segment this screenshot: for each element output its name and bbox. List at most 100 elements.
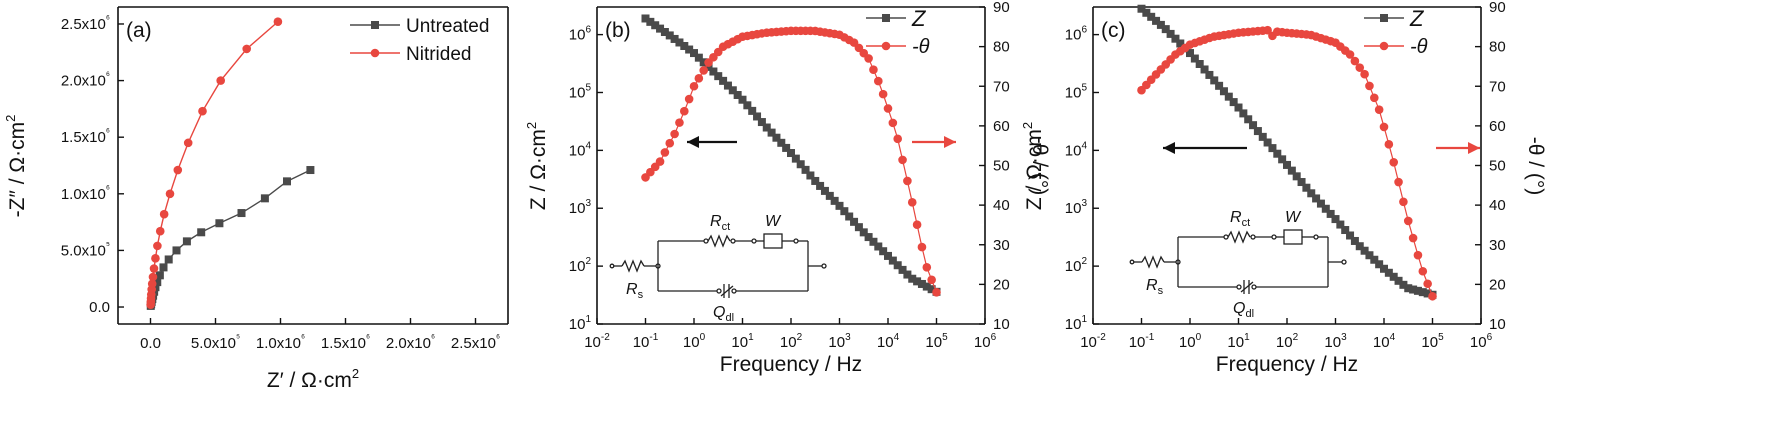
label-qdl: Qdl xyxy=(713,304,734,324)
data-point-theta xyxy=(898,155,907,165)
data-point-z xyxy=(1249,121,1258,130)
data-point-z xyxy=(888,256,897,265)
data-point-z xyxy=(1302,183,1311,192)
data-point-theta xyxy=(932,288,941,297)
data-point-theta xyxy=(1263,25,1272,35)
data-point-z xyxy=(1316,199,1325,208)
data-point-theta xyxy=(665,138,675,148)
legend-marker-theta xyxy=(881,41,891,51)
data-point-z xyxy=(917,279,926,288)
data-point-theta xyxy=(912,220,922,229)
data-point-z xyxy=(1205,70,1214,79)
data-point-z xyxy=(772,133,781,142)
cpe-arrow xyxy=(1240,281,1254,293)
x-tick-label: 104 xyxy=(877,332,900,351)
data-point-z xyxy=(1404,284,1413,293)
data-point-theta xyxy=(1360,69,1369,79)
data-point-z xyxy=(1258,132,1267,141)
data-point-z xyxy=(854,223,863,232)
data-point-theta xyxy=(1394,177,1403,187)
data-point-z xyxy=(646,17,655,26)
data-point-nitrided xyxy=(155,226,165,236)
resistor-rct-symbol xyxy=(1227,230,1251,244)
data-point-z xyxy=(1156,20,1165,29)
data-point-theta xyxy=(660,148,670,157)
data-point-theta xyxy=(1379,122,1389,132)
data-point-z xyxy=(1161,25,1170,34)
data-point-theta xyxy=(1413,250,1423,260)
data-point-theta xyxy=(888,118,898,128)
data-point-untreated xyxy=(182,237,191,246)
data-point-z xyxy=(1273,149,1282,158)
data-point-z xyxy=(1137,4,1146,13)
x-tick-label: 10-2 xyxy=(1080,332,1106,351)
resistor-rs-symbol xyxy=(621,259,645,273)
circuit-node xyxy=(731,288,737,294)
data-point-z xyxy=(1195,59,1204,68)
data-point-theta xyxy=(1403,216,1413,226)
data-point-z xyxy=(864,233,873,242)
circuit-node xyxy=(1250,234,1256,240)
data-point-theta xyxy=(874,76,883,86)
data-point-z xyxy=(1253,127,1262,136)
series-line-untreated xyxy=(150,169,311,307)
data-point-z xyxy=(767,128,776,137)
data-point-z xyxy=(1219,87,1228,96)
data-point-z xyxy=(1234,103,1243,112)
resistor-rct-symbol xyxy=(707,234,731,248)
data-point-nitrided xyxy=(148,272,158,282)
arrow-head-right xyxy=(944,136,956,148)
data-point-untreated xyxy=(260,194,269,203)
y-tick-label: 2.0x10⁶ xyxy=(61,71,110,90)
x-tick-label: 102 xyxy=(1276,332,1299,351)
data-point-theta xyxy=(869,65,878,74)
data-point-theta xyxy=(1418,266,1428,276)
y-left-tick-label: 101 xyxy=(569,314,592,333)
data-point-z xyxy=(1365,251,1374,260)
data-point-z xyxy=(1370,255,1379,264)
y-left-tick-label: 105 xyxy=(569,82,592,101)
circuit-node xyxy=(1271,234,1277,240)
y-right-tick-label: 60 xyxy=(1489,118,1506,135)
data-point-z xyxy=(699,58,708,67)
data-point-z xyxy=(1331,215,1340,224)
y-tick-label: 2.5x10⁶ xyxy=(61,14,110,33)
y-axis-title-left: Z / Ω·cm2 xyxy=(524,122,550,210)
y-left-tick-label: 104 xyxy=(569,140,592,159)
data-point-nitrided xyxy=(153,241,162,251)
data-point-untreated xyxy=(306,166,315,175)
circuit-node xyxy=(751,238,757,244)
data-point-nitrided xyxy=(173,165,183,175)
data-point-z xyxy=(1384,268,1393,277)
data-point-untreated xyxy=(197,228,206,237)
data-point-z xyxy=(927,285,936,294)
arrow-head-right xyxy=(1468,142,1480,154)
data-point-z xyxy=(1287,166,1296,175)
circuit-node xyxy=(1251,284,1257,290)
data-point-z xyxy=(690,49,698,58)
data-point-z xyxy=(1380,264,1388,273)
panel-label-c: (c) xyxy=(1101,19,1126,42)
y-left-tick-label: 101 xyxy=(1065,314,1088,333)
data-point-z xyxy=(651,21,660,30)
y-axis-title-left: Z / Ω·cm2 xyxy=(1020,122,1046,210)
y-right-tick-label: 90 xyxy=(1489,0,1506,16)
data-point-theta xyxy=(655,157,665,166)
data-point-z xyxy=(1418,288,1427,297)
data-point-z xyxy=(1200,65,1209,74)
data-point-z xyxy=(903,270,912,279)
data-point-theta xyxy=(684,94,694,104)
data-point-untreated xyxy=(153,278,162,287)
data-point-z xyxy=(791,154,800,163)
y-right-tick-label: 60 xyxy=(993,118,1010,135)
x-axis-title: Z′ / Ω·cm2 xyxy=(267,366,359,392)
data-point-theta xyxy=(689,81,699,91)
label-w: W xyxy=(765,213,782,230)
data-point-theta xyxy=(1408,233,1418,243)
data-point-z xyxy=(1321,204,1330,213)
data-point-z xyxy=(777,138,786,147)
data-point-z xyxy=(1350,236,1359,245)
x-tick-label: 2.0x10⁶ xyxy=(386,333,435,352)
y-right-tick-label: 40 xyxy=(993,197,1010,214)
